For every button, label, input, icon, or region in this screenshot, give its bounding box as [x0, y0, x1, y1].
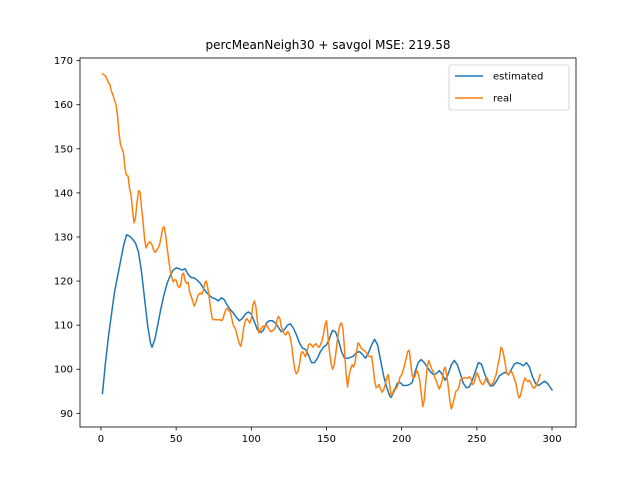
x-tick-label: 50 [170, 434, 183, 445]
series-line-real [101, 72, 541, 410]
chart-title: percMeanNeigh30 + savgol MSE: 219.58 [205, 38, 450, 52]
x-tick-label: 100 [242, 434, 261, 445]
legend-label-estimated: estimated [493, 72, 543, 83]
y-tick-label: 90 [60, 409, 73, 420]
y-tick-label: 140 [54, 188, 73, 199]
x-tick-label: 200 [392, 434, 411, 445]
plot-frame [79, 57, 577, 428]
y-tick-label: 120 [54, 277, 73, 288]
y-tick-label: 100 [54, 365, 73, 376]
x-tick-label: 150 [317, 434, 336, 445]
x-tick-label: 300 [542, 434, 561, 445]
x-tick-label: 250 [467, 434, 486, 445]
y-tick-label: 170 [54, 56, 73, 67]
y-tick-label: 110 [54, 321, 73, 332]
legend: estimated real [448, 64, 570, 111]
y-tick-label: 160 [54, 100, 73, 111]
legend-label-real: real [493, 94, 512, 105]
x-tick-label: 0 [98, 434, 104, 445]
y-tick-label: 130 [54, 232, 73, 243]
y-tick-label: 150 [54, 144, 73, 155]
